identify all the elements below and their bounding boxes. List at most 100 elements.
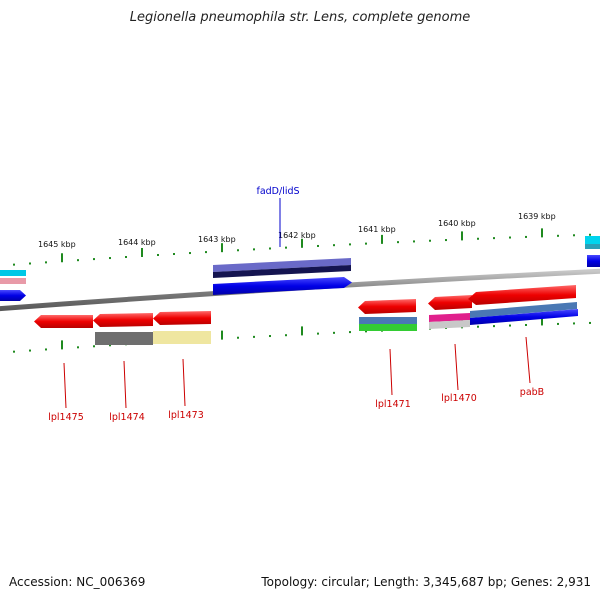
outer-ring-minor-tick — [29, 262, 31, 265]
feature-pabB-domain-blue — [470, 309, 578, 325]
kbp-label-1642: 1642 kbp — [278, 231, 316, 240]
gene-label-fadD-lidS: fadD/lidS — [256, 186, 299, 197]
outer-ring-minor-tick — [509, 236, 511, 239]
outer-ring-major-tick — [381, 234, 383, 244]
outer-ring-major-tick — [221, 243, 223, 253]
kbp-label-1645: 1645 kbp — [38, 240, 76, 249]
feature-lpl1470-domain-silver — [429, 320, 470, 329]
feature-pabB-domain-steel — [470, 302, 577, 318]
gene-label-pabB: pabB — [520, 387, 544, 398]
kbp-label-1641: 1641 kbp — [358, 225, 396, 234]
outer-ring-minor-tick — [477, 237, 479, 240]
outer-ring-minor-tick — [173, 253, 175, 256]
inner-ring-minor-tick — [109, 344, 111, 347]
leader-pabB — [525, 336, 531, 384]
outer-ring-minor-tick — [45, 261, 47, 264]
gene-label-lpl1471: lpl1471 — [375, 399, 411, 410]
leader-lpl1470 — [454, 343, 459, 391]
inner-ring-major-tick — [221, 330, 223, 340]
outer-ring-minor-tick — [93, 258, 95, 261]
outer-ring-minor-tick — [589, 233, 591, 236]
gene-arrow-fadD-lidS — [213, 277, 352, 295]
outer-ring-minor-tick — [189, 252, 191, 255]
outer-ring-minor-tick — [317, 244, 319, 247]
outer-ring-minor-tick — [125, 256, 127, 259]
outer-ring-minor-tick — [429, 239, 431, 242]
outer-ring-minor-tick — [493, 237, 495, 240]
feature-lpl1471-domain-steel — [359, 317, 417, 324]
outer-ring-minor-tick — [557, 234, 559, 237]
forward-strand-features — [0, 236, 600, 301]
gene-label-lpl1470: lpl1470 — [441, 393, 477, 404]
outer-ring-minor-tick — [525, 235, 527, 238]
inner-ring-minor-tick — [333, 331, 335, 334]
gene-arrow-lpl1475 — [34, 315, 93, 328]
inner-ring-minor-tick — [77, 346, 79, 349]
feature-lpl1471-domain-green — [359, 324, 417, 331]
leader-lpl1474 — [123, 360, 127, 409]
inner-ring-minor-tick — [525, 323, 527, 326]
feature-pink-left — [0, 278, 26, 284]
feature-cyan-right — [585, 236, 600, 244]
label-leaders — [63, 198, 531, 409]
outer-ring-major-tick — [61, 253, 63, 263]
kbp-label-1644: 1644 kbp — [118, 238, 156, 247]
outer-tick-ring — [13, 228, 591, 266]
outer-ring-minor-tick — [237, 249, 239, 252]
outer-ring-minor-tick — [269, 247, 271, 250]
outer-ring-minor-tick — [205, 251, 207, 254]
gene-arrow-forward-right — [587, 255, 600, 267]
outer-ring-minor-tick — [413, 240, 415, 243]
inner-ring-minor-tick — [349, 331, 351, 334]
feature-fadd-domain-navy — [213, 265, 351, 278]
outer-ring-minor-tick — [157, 253, 159, 256]
outer-ring-minor-tick — [365, 242, 367, 245]
inner-ring-major-tick — [301, 326, 303, 336]
inner-ring-minor-tick — [29, 349, 31, 352]
leader-lpl1471 — [389, 348, 393, 396]
gene-arrow-pabB — [468, 285, 576, 305]
outer-ring-minor-tick — [13, 263, 15, 266]
inner-ring-minor-tick — [285, 334, 287, 337]
gene-arrow-lpl1474 — [93, 313, 153, 327]
feature-lpl1470-domain-magenta — [429, 313, 470, 322]
inner-ring-major-tick — [61, 340, 63, 350]
inner-ring-minor-tick — [13, 350, 15, 353]
feature-fadd-domain-purple — [213, 258, 351, 272]
gene-arrow-lpl1473 — [153, 311, 211, 325]
outer-ring-minor-tick — [573, 234, 575, 237]
gene-label-lpl1474: lpl1474 — [109, 412, 145, 423]
gene-arrow-lpl1471 — [358, 299, 416, 314]
genome-summary-text: Topology: circular; Length: 3,345,687 bp… — [261, 575, 591, 589]
kbp-scale: 1645 kbp 1644 kbp 1643 kbp 1642 kbp 1641… — [38, 212, 556, 249]
outer-ring-minor-tick — [445, 239, 447, 242]
outer-ring-major-tick — [301, 238, 303, 248]
feature-lpl1473-domain-khaki — [153, 331, 211, 344]
inner-ring-minor-tick — [45, 348, 47, 351]
feature-lpl1474-domain-gray — [95, 332, 153, 345]
inner-ring-minor-tick — [93, 345, 95, 348]
outer-ring-major-tick — [541, 228, 543, 238]
gene-labels: fadD/lidS lpl1475 lpl1474 lpl1473 lpl147… — [48, 186, 544, 423]
kbp-label-1643: 1643 kbp — [198, 235, 236, 244]
gene-label-lpl1475: lpl1475 — [48, 412, 84, 423]
inner-ring-minor-tick — [477, 325, 479, 328]
outer-ring-minor-tick — [77, 259, 79, 262]
inner-ring-minor-tick — [269, 335, 271, 338]
inner-ring-minor-tick — [493, 325, 495, 328]
kbp-label-1640: 1640 kbp — [438, 219, 476, 228]
outer-ring-minor-tick — [253, 248, 255, 251]
inner-ring-minor-tick — [573, 322, 575, 325]
inner-ring-minor-tick — [509, 324, 511, 327]
outer-ring-minor-tick — [285, 246, 287, 249]
kbp-label-1639: 1639 kbp — [518, 212, 556, 221]
outer-ring-minor-tick — [109, 257, 111, 260]
gene-label-lpl1473: lpl1473 — [168, 410, 204, 421]
gene-arrow-lpl1470 — [428, 295, 472, 310]
outer-ring-major-tick — [461, 231, 463, 241]
genome-title: Legionella pneumophila str. Lens, comple… — [129, 10, 471, 25]
accession-text: Accession: NC_006369 — [9, 575, 146, 589]
inner-ring-minor-tick — [589, 321, 591, 324]
feature-teal-right — [585, 244, 600, 249]
